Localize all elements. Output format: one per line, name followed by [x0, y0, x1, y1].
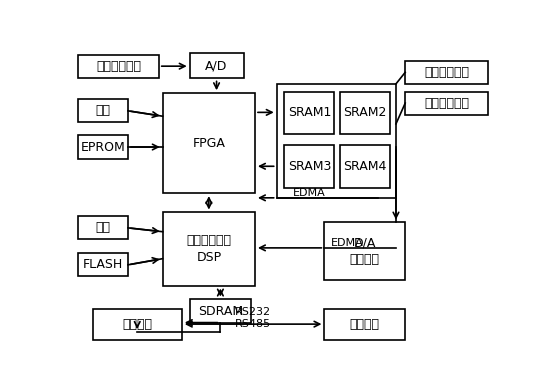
- Bar: [284, 145, 334, 188]
- Text: 采集图像存储: 采集图像存储: [424, 66, 469, 79]
- Bar: [325, 222, 405, 280]
- Text: 图像显示存储: 图像显示存储: [424, 97, 469, 109]
- Text: 通讯模块: 通讯模块: [123, 317, 153, 331]
- Bar: [325, 309, 405, 339]
- Text: A/D: A/D: [206, 59, 228, 72]
- Text: FPGA: FPGA: [192, 137, 225, 150]
- Bar: [163, 212, 255, 285]
- Text: D/A
视频显示: D/A 视频显示: [350, 236, 380, 266]
- Bar: [78, 135, 128, 159]
- Bar: [284, 91, 334, 134]
- Text: SRAM2: SRAM2: [343, 106, 386, 119]
- Text: FLASH: FLASH: [83, 258, 123, 271]
- Text: 数字处理模块
DSP: 数字处理模块 DSP: [186, 234, 231, 264]
- Bar: [340, 91, 390, 134]
- Text: 电源: 电源: [95, 104, 111, 117]
- Bar: [340, 145, 390, 188]
- Text: SDRAM: SDRAM: [198, 305, 243, 317]
- Bar: [78, 216, 128, 239]
- Bar: [78, 99, 128, 122]
- Bar: [163, 93, 255, 193]
- Text: RS232
RS485: RS232 RS485: [235, 307, 271, 329]
- Text: EDMA: EDMA: [293, 188, 325, 198]
- Text: SRAM4: SRAM4: [343, 160, 386, 173]
- Bar: [277, 84, 396, 198]
- Bar: [190, 300, 251, 323]
- Bar: [78, 55, 159, 78]
- Bar: [190, 53, 244, 79]
- Bar: [405, 61, 488, 84]
- Text: 模拟视频输入: 模拟视频输入: [96, 60, 141, 73]
- Text: EPROM: EPROM: [80, 140, 125, 154]
- Text: EDMA: EDMA: [331, 238, 364, 248]
- Bar: [93, 309, 182, 339]
- Bar: [405, 91, 488, 115]
- Text: SRAM1: SRAM1: [288, 106, 331, 119]
- Text: 火控系统: 火控系统: [350, 317, 380, 331]
- Text: 电源: 电源: [95, 221, 111, 234]
- Text: SRAM3: SRAM3: [288, 160, 331, 173]
- Bar: [78, 253, 128, 276]
